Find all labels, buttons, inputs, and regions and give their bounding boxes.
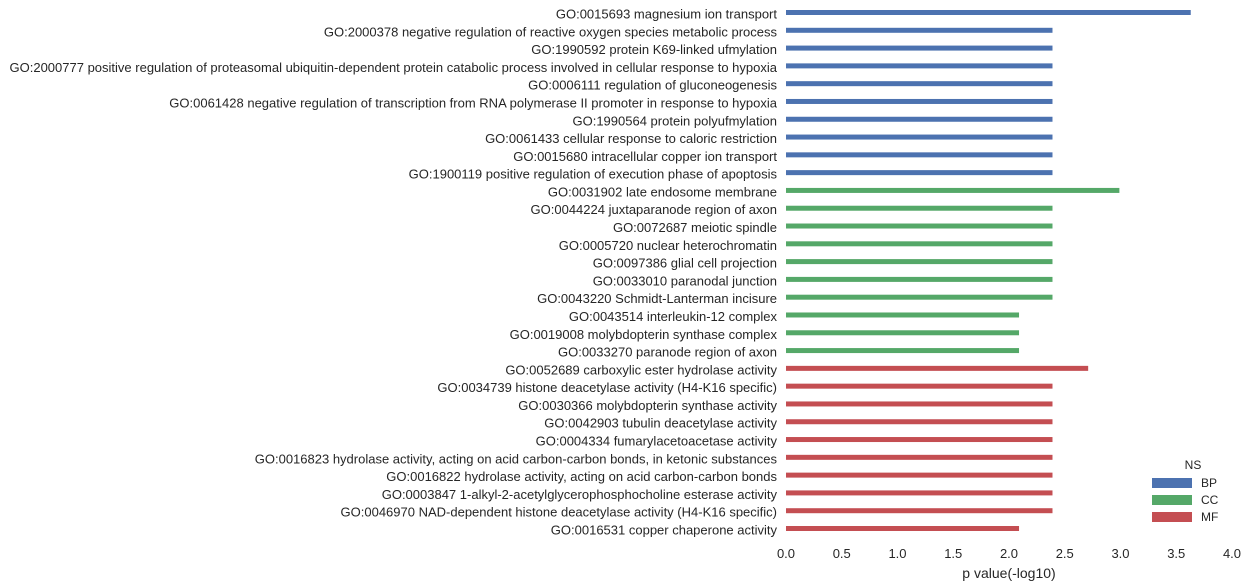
bar-cc [786,205,1053,211]
legend-title: NS [1185,458,1202,472]
y-tick-label: GO:0061428 negative regulation of transc… [169,95,777,110]
y-tick-label: GO:0043220 Schmidt-Lanterman incisure [537,291,777,306]
y-tick-label: GO:0030366 molybdopterin synthase activi… [518,398,777,413]
y-tick-label: GO:0061433 cellular response to caloric … [485,131,777,146]
x-tick-label: 2.5 [1056,546,1074,561]
bar-mf [786,490,1053,496]
x-tick-label: 0.5 [833,546,851,561]
y-tick-label: GO:0097386 glial cell projection [593,256,777,271]
y-tick-label: GO:0016531 copper chaperone activity [551,523,778,538]
bar-mf [786,365,1089,371]
legend: NS BP CC MF [1152,458,1219,524]
y-tick-label: GO:0043514 interleukin-12 complex [569,309,778,324]
legend-swatch-bp [1152,478,1192,488]
legend-label-mf: MF [1201,510,1218,524]
y-tick-label: GO:0015693 magnesium ion transport [556,7,778,22]
bar-bp [786,152,1053,158]
y-tick-label: GO:0016822 hydrolase activity, acting on… [386,469,777,484]
legend-swatch-mf [1152,512,1192,522]
y-tick-label: GO:0042903 tubulin deacetylase activity [544,416,777,431]
legend-swatch-cc [1152,495,1192,505]
bar-bp [786,10,1191,15]
x-tick-label: 0.0 [777,546,795,561]
y-tick-label: GO:0005720 nuclear heterochromatin [559,238,777,253]
y-tick-label: GO:0072687 meiotic spindle [613,220,777,235]
bar-cc [786,241,1053,247]
y-tick-label: GO:0031902 late endosome membrane [548,184,777,199]
x-tick-label: 3.0 [1111,546,1129,561]
y-tick-label: GO:0046970 NAD-dependent histone deacety… [341,505,777,520]
bar-mf [786,383,1053,389]
bar-bp [786,170,1053,176]
x-tick-label: 1.0 [888,546,906,561]
y-tick-label: GO:0016823 hydrolase activity, acting on… [255,451,778,466]
bar-cc [786,294,1053,300]
bar-bp [786,134,1053,140]
y-tick-label: GO:0033270 paranode region of axon [558,345,777,360]
bar-bp [786,116,1053,122]
y-tick-label: GO:1990592 protein K69-linked ufmylation [531,42,777,57]
x-tick-labels: 0.0 0.5 1.0 1.5 2.0 2.5 3.0 3.5 4.0 [777,546,1241,561]
bar-mf [786,454,1053,460]
bar-mf [786,401,1053,407]
y-tick-label: GO:1900119 positive regulation of execut… [409,167,778,182]
y-tick-label: GO:2000777 positive regulation of protea… [10,60,778,75]
bar-mf [786,526,1020,531]
bar-mf [786,472,1053,478]
bar-cc [786,312,1020,318]
y-tick-label: GO:0019008 molybdopterin synthase comple… [510,327,778,342]
y-tick-labels: GO:0015693 magnesium ion transport GO:200… [10,7,778,538]
x-tick-label: 1.5 [944,546,962,561]
legend-label-cc: CC [1201,493,1219,507]
bar-mf [786,419,1053,425]
bar-bp [786,27,1053,33]
bar-bp [786,45,1053,51]
bar-cc [786,187,1120,193]
y-tick-label: GO:0034739 histone deacetylase activity … [437,380,777,395]
y-tick-label: GO:0004334 fumarylacetoacetase activity [536,434,778,449]
y-tick-label: GO:0044224 juxtaparanode region of axon [531,202,777,217]
y-tick-label: GO:1990564 protein polyufmylation [572,113,777,128]
y-tick-label: GO:0015680 intracellular copper ion tran… [513,149,777,164]
y-tick-label: GO:0033010 paranodal junction [593,273,777,288]
bar-bp [786,81,1053,87]
x-tick-label: 3.5 [1167,546,1185,561]
bars-group [786,10,1191,531]
bar-mf [786,437,1053,443]
x-tick-label: 2.0 [1000,546,1018,561]
y-tick-label: GO:0003847 1-alkyl-2-acetylglycerophosph… [382,487,778,502]
bar-cc [786,223,1053,229]
x-tick-label: 4.0 [1223,546,1241,561]
y-tick-label: GO:0006111 regulation of gluconeogenesis [528,78,777,93]
y-tick-label: GO:0052689 carboxylic ester hydrolase ac… [505,362,777,377]
bar-bp [786,98,1053,104]
bar-mf [786,508,1053,514]
bar-cc [786,330,1020,336]
legend-label-bp: BP [1201,476,1217,490]
bar-bp [786,63,1053,69]
bar-cc [786,276,1053,282]
x-axis-label: p value(-log10) [962,565,1055,581]
y-tick-label: GO:2000378 negative regulation of reacti… [324,24,778,39]
bar-cc [786,259,1053,265]
bar-cc [786,348,1020,354]
